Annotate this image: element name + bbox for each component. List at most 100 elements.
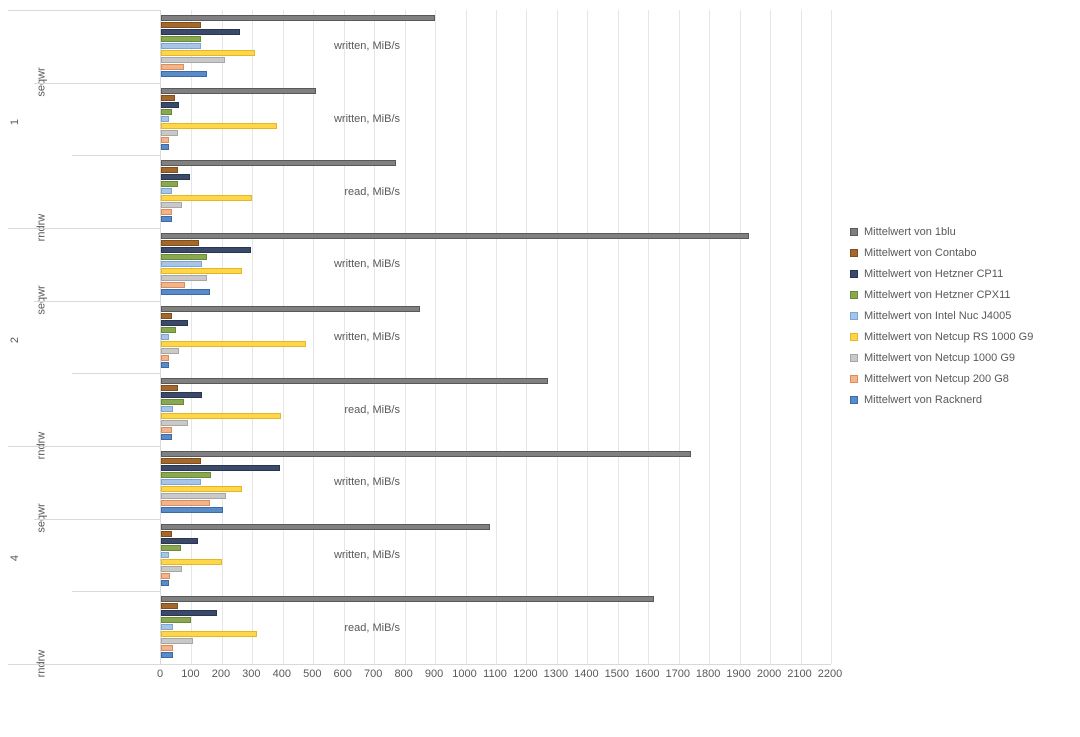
bar xyxy=(161,524,490,530)
bar xyxy=(161,64,184,70)
bar xyxy=(161,392,202,398)
legend-item: Mittelwert von Intel Nuc J4005 xyxy=(850,310,1070,322)
legend-item: Mittelwert von Racknerd xyxy=(850,394,1070,406)
legend-item: Mittelwert von Netcup RS 1000 G9 xyxy=(850,331,1070,343)
bar xyxy=(161,95,175,101)
bar xyxy=(161,545,181,551)
legend-item: Mittelwert von Netcup 1000 G9 xyxy=(850,352,1070,364)
legend-item: Mittelwert von Contabo xyxy=(850,247,1070,259)
bar xyxy=(161,71,207,77)
bar xyxy=(161,29,240,35)
bar xyxy=(161,289,210,295)
bar xyxy=(161,465,280,471)
legend-swatch xyxy=(850,291,858,299)
legend-swatch xyxy=(850,333,858,341)
outer-group-label: 1 xyxy=(9,119,21,125)
bar xyxy=(161,216,172,222)
bar xyxy=(161,36,201,42)
bar xyxy=(161,580,169,586)
legend-label: Mittelwert von 1blu xyxy=(864,226,956,238)
bar xyxy=(161,327,176,333)
bar xyxy=(161,638,193,644)
legend-label: Mittelwert von Hetzner CP11 xyxy=(864,268,1003,280)
legend-swatch xyxy=(850,228,858,236)
legend-item: Mittelwert von Netcup 200 G8 xyxy=(850,373,1070,385)
x-tick-label: 2200 xyxy=(810,668,850,680)
category-label: written, MiB/s xyxy=(320,40,400,52)
outer-group-label: 4 xyxy=(9,555,21,561)
bar xyxy=(161,306,420,312)
bar xyxy=(161,247,251,253)
bar xyxy=(161,160,396,166)
legend-label: Mittelwert von Racknerd xyxy=(864,394,982,406)
bar xyxy=(161,355,169,361)
bar xyxy=(161,268,242,274)
bar xyxy=(161,22,201,28)
category-label: read, MiB/s xyxy=(320,622,400,634)
bar xyxy=(161,479,201,485)
legend-label: Mittelwert von Netcup 1000 G9 xyxy=(864,352,1015,364)
bar xyxy=(161,566,182,572)
bar xyxy=(161,603,178,609)
legend-label: Mittelwert von Hetzner CPX11 xyxy=(864,289,1011,301)
bar xyxy=(161,552,169,558)
category-label: written, MiB/s xyxy=(320,476,400,488)
plot-area xyxy=(160,10,831,665)
bar xyxy=(161,385,178,391)
bar xyxy=(161,507,223,513)
bar xyxy=(161,493,226,499)
legend-label: Mittelwert von Netcup RS 1000 G9 xyxy=(864,331,1033,343)
legend-swatch xyxy=(850,396,858,404)
bar xyxy=(161,378,548,384)
legend: Mittelwert von 1blu Mittelwert von Contab… xyxy=(850,226,1070,415)
bar xyxy=(161,420,188,426)
legend-swatch xyxy=(850,375,858,383)
bar xyxy=(161,427,172,433)
bar xyxy=(161,123,277,129)
bar xyxy=(161,15,435,21)
bar xyxy=(161,50,255,56)
bar xyxy=(161,167,178,173)
bar xyxy=(161,116,169,122)
outer-group-label: 2 xyxy=(9,337,21,343)
bar xyxy=(161,130,178,136)
bar xyxy=(161,617,191,623)
bar xyxy=(161,88,316,94)
legend-label: Mittelwert von Intel Nuc J4005 xyxy=(864,310,1011,322)
category-label: written, MiB/s xyxy=(320,258,400,270)
bar xyxy=(161,472,211,478)
legend-item: Mittelwert von Hetzner CP11 xyxy=(850,268,1070,280)
bar xyxy=(161,254,207,260)
category-label: written, MiB/s xyxy=(320,113,400,125)
bar xyxy=(161,261,202,267)
legend-swatch xyxy=(850,249,858,257)
disk-throughput-chart: 0100200300400500600700800900100011001200… xyxy=(0,0,1080,697)
bar xyxy=(161,202,182,208)
bar xyxy=(161,334,169,340)
legend-swatch xyxy=(850,270,858,278)
bar xyxy=(161,573,170,579)
bar xyxy=(161,188,172,194)
bar xyxy=(161,559,222,565)
bar xyxy=(161,458,201,464)
bar xyxy=(161,57,225,63)
bar xyxy=(161,109,172,115)
bar xyxy=(161,282,185,288)
bar xyxy=(161,341,306,347)
bar xyxy=(161,240,199,246)
bar xyxy=(161,451,691,457)
gridlines xyxy=(161,10,831,664)
bar xyxy=(161,531,172,537)
bar xyxy=(161,43,201,49)
bar xyxy=(161,181,178,187)
bar xyxy=(161,624,173,630)
category-label: read, MiB/s xyxy=(320,404,400,416)
bar xyxy=(161,645,173,651)
legend-item: Mittelwert von Hetzner CPX11 xyxy=(850,289,1070,301)
bar xyxy=(161,631,257,637)
bar xyxy=(161,313,172,319)
bar xyxy=(161,413,281,419)
bar xyxy=(161,596,654,602)
legend-label: Mittelwert von Contabo xyxy=(864,247,977,259)
legend-swatch xyxy=(850,354,858,362)
